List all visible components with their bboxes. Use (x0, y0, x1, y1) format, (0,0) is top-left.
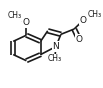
Text: CH₃: CH₃ (7, 11, 21, 20)
Text: CH₃: CH₃ (48, 54, 62, 63)
Text: N: N (52, 42, 59, 51)
Text: O: O (80, 16, 87, 25)
Text: O: O (23, 18, 30, 27)
Text: CH₃: CH₃ (87, 10, 101, 19)
Text: O: O (76, 35, 83, 44)
